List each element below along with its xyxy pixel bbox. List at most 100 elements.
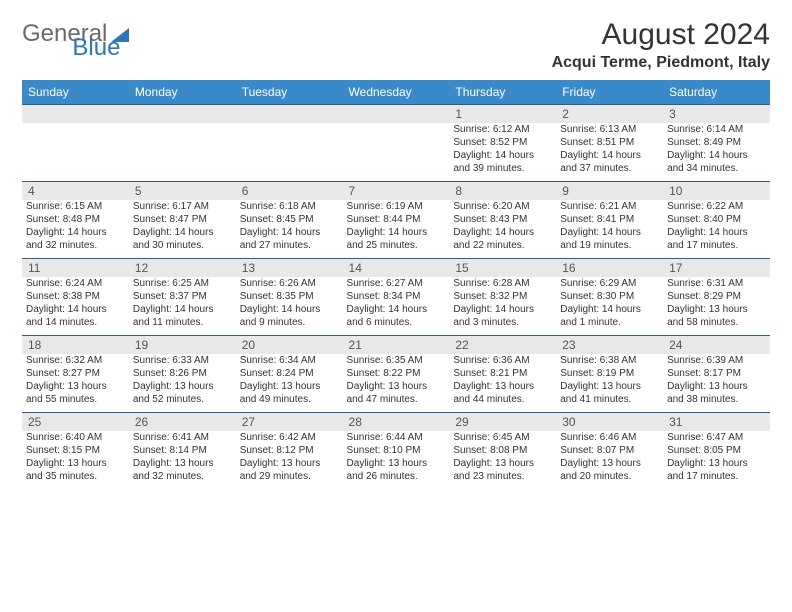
day-number-cell: 5 [129, 182, 236, 201]
daylight-text: Daylight: 14 hours [560, 149, 659, 162]
daylight-text: and 25 minutes. [347, 239, 446, 252]
day-cell: Sunrise: 6:45 AMSunset: 8:08 PMDaylight:… [449, 431, 556, 489]
sunset-text: Sunset: 8:51 PM [560, 136, 659, 149]
day-number-cell [343, 105, 450, 124]
sunset-text: Sunset: 8:30 PM [560, 290, 659, 303]
day-number-cell: 8 [449, 182, 556, 201]
daylight-text: and 55 minutes. [26, 393, 125, 406]
day-cell: Sunrise: 6:47 AMSunset: 8:05 PMDaylight:… [663, 431, 770, 489]
day-cell: Sunrise: 6:34 AMSunset: 8:24 PMDaylight:… [236, 354, 343, 413]
day-cell: Sunrise: 6:24 AMSunset: 8:38 PMDaylight:… [22, 277, 129, 336]
sunrise-text: Sunrise: 6:34 AM [240, 354, 339, 367]
dow-friday: Friday [556, 80, 663, 105]
day-cell [22, 123, 129, 182]
daylight-text: and 9 minutes. [240, 316, 339, 329]
day-number-cell: 14 [343, 259, 450, 278]
sunset-text: Sunset: 8:12 PM [240, 444, 339, 457]
day-cell: Sunrise: 6:18 AMSunset: 8:45 PMDaylight:… [236, 200, 343, 259]
sunrise-text: Sunrise: 6:20 AM [453, 200, 552, 213]
sunset-text: Sunset: 8:47 PM [133, 213, 232, 226]
day-number-cell: 24 [663, 336, 770, 355]
sunrise-text: Sunrise: 6:26 AM [240, 277, 339, 290]
daylight-text: Daylight: 13 hours [667, 303, 766, 316]
day-number-row: 11121314151617 [22, 259, 770, 278]
sunrise-text: Sunrise: 6:44 AM [347, 431, 446, 444]
sunrise-text: Sunrise: 6:40 AM [26, 431, 125, 444]
day-number-cell: 1 [449, 105, 556, 124]
logo-word-blue: Blue [72, 36, 120, 60]
daylight-text: Daylight: 13 hours [26, 380, 125, 393]
sunrise-text: Sunrise: 6:36 AM [453, 354, 552, 367]
daylight-text: Daylight: 13 hours [667, 380, 766, 393]
sunrise-text: Sunrise: 6:41 AM [133, 431, 232, 444]
day-cell: Sunrise: 6:13 AMSunset: 8:51 PMDaylight:… [556, 123, 663, 182]
sunrise-text: Sunrise: 6:46 AM [560, 431, 659, 444]
day-cell: Sunrise: 6:19 AMSunset: 8:44 PMDaylight:… [343, 200, 450, 259]
sunrise-text: Sunrise: 6:27 AM [347, 277, 446, 290]
daylight-text: and 37 minutes. [560, 162, 659, 175]
day-number-cell: 6 [236, 182, 343, 201]
sunrise-text: Sunrise: 6:25 AM [133, 277, 232, 290]
daylight-text: and 30 minutes. [133, 239, 232, 252]
logo: General Blue [22, 22, 178, 46]
day-cell: Sunrise: 6:17 AMSunset: 8:47 PMDaylight:… [129, 200, 236, 259]
sunrise-text: Sunrise: 6:21 AM [560, 200, 659, 213]
sunrise-text: Sunrise: 6:29 AM [560, 277, 659, 290]
day-info-row: Sunrise: 6:40 AMSunset: 8:15 PMDaylight:… [22, 431, 770, 489]
daylight-text: and 27 minutes. [240, 239, 339, 252]
daylight-text: Daylight: 14 hours [347, 303, 446, 316]
sunrise-text: Sunrise: 6:24 AM [26, 277, 125, 290]
day-cell: Sunrise: 6:41 AMSunset: 8:14 PMDaylight:… [129, 431, 236, 489]
day-number-cell: 13 [236, 259, 343, 278]
daylight-text: and 34 minutes. [667, 162, 766, 175]
sunrise-text: Sunrise: 6:17 AM [133, 200, 232, 213]
header: General Blue August 2024 Acqui Terme, Pi… [22, 18, 770, 72]
daylight-text: Daylight: 14 hours [453, 303, 552, 316]
sunset-text: Sunset: 8:52 PM [453, 136, 552, 149]
daylight-text: and 17 minutes. [667, 239, 766, 252]
daylight-text: and 58 minutes. [667, 316, 766, 329]
sunset-text: Sunset: 8:21 PM [453, 367, 552, 380]
daylight-text: and 52 minutes. [133, 393, 232, 406]
day-number-cell: 2 [556, 105, 663, 124]
sunrise-text: Sunrise: 6:22 AM [667, 200, 766, 213]
day-info-row: Sunrise: 6:32 AMSunset: 8:27 PMDaylight:… [22, 354, 770, 413]
day-cell: Sunrise: 6:38 AMSunset: 8:19 PMDaylight:… [556, 354, 663, 413]
sunset-text: Sunset: 8:05 PM [667, 444, 766, 457]
day-cell: Sunrise: 6:40 AMSunset: 8:15 PMDaylight:… [22, 431, 129, 489]
sunset-text: Sunset: 8:26 PM [133, 367, 232, 380]
day-number-cell: 20 [236, 336, 343, 355]
daylight-text: Daylight: 14 hours [667, 149, 766, 162]
sunset-text: Sunset: 8:19 PM [560, 367, 659, 380]
day-cell: Sunrise: 6:33 AMSunset: 8:26 PMDaylight:… [129, 354, 236, 413]
daylight-text: Daylight: 13 hours [240, 380, 339, 393]
daylight-text: Daylight: 14 hours [560, 303, 659, 316]
sunset-text: Sunset: 8:41 PM [560, 213, 659, 226]
calendar-table: Sunday Monday Tuesday Wednesday Thursday… [22, 80, 770, 489]
sunset-text: Sunset: 8:37 PM [133, 290, 232, 303]
daylight-text: Daylight: 14 hours [667, 226, 766, 239]
daylight-text: and 1 minute. [560, 316, 659, 329]
daylight-text: Daylight: 13 hours [453, 457, 552, 470]
day-cell [129, 123, 236, 182]
sunrise-text: Sunrise: 6:33 AM [133, 354, 232, 367]
day-number-cell: 30 [556, 413, 663, 432]
sunset-text: Sunset: 8:45 PM [240, 213, 339, 226]
daylight-text: and 23 minutes. [453, 470, 552, 483]
day-info-row: Sunrise: 6:15 AMSunset: 8:48 PMDaylight:… [22, 200, 770, 259]
day-cell: Sunrise: 6:46 AMSunset: 8:07 PMDaylight:… [556, 431, 663, 489]
sunrise-text: Sunrise: 6:15 AM [26, 200, 125, 213]
day-number-cell: 26 [129, 413, 236, 432]
day-cell: Sunrise: 6:28 AMSunset: 8:32 PMDaylight:… [449, 277, 556, 336]
day-number-cell: 25 [22, 413, 129, 432]
dow-thursday: Thursday [449, 80, 556, 105]
day-number-cell: 12 [129, 259, 236, 278]
day-number-cell: 27 [236, 413, 343, 432]
sunset-text: Sunset: 8:08 PM [453, 444, 552, 457]
day-cell: Sunrise: 6:42 AMSunset: 8:12 PMDaylight:… [236, 431, 343, 489]
sunrise-text: Sunrise: 6:38 AM [560, 354, 659, 367]
sunset-text: Sunset: 8:40 PM [667, 213, 766, 226]
day-number-cell: 18 [22, 336, 129, 355]
day-cell: Sunrise: 6:32 AMSunset: 8:27 PMDaylight:… [22, 354, 129, 413]
daylight-text: Daylight: 14 hours [560, 226, 659, 239]
